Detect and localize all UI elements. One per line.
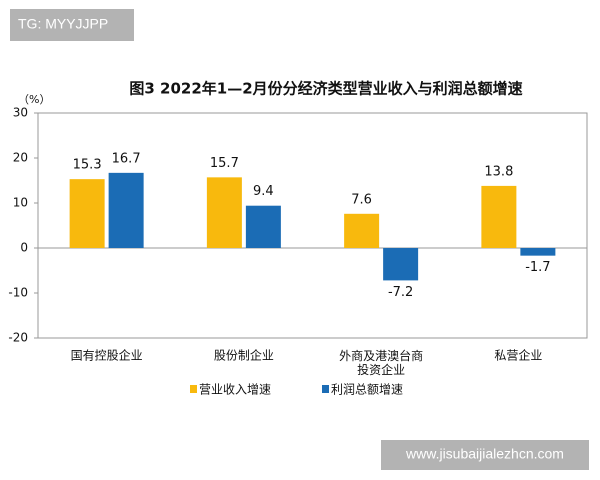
value-label: 7.6 bbox=[351, 192, 372, 207]
value-label: 15.7 bbox=[210, 156, 239, 171]
bar bbox=[108, 172, 144, 248]
y-tick-label: 30 bbox=[13, 106, 28, 120]
y-tick-label: 0 bbox=[20, 241, 28, 255]
plot-frame bbox=[37, 112, 588, 339]
y-tick-label: 20 bbox=[13, 151, 28, 165]
bar bbox=[206, 177, 242, 248]
watermark-box bbox=[381, 440, 589, 470]
bar bbox=[383, 248, 419, 281]
value-label: 16.7 bbox=[112, 151, 141, 166]
value-label: 9.4 bbox=[253, 184, 274, 199]
bar bbox=[245, 205, 281, 248]
legend-swatch bbox=[190, 385, 197, 393]
x-tick-label: 股份制企业 bbox=[214, 348, 274, 363]
value-label: 13.8 bbox=[484, 164, 513, 179]
value-label: -1.7 bbox=[525, 260, 550, 275]
y-tick-label: -10 bbox=[8, 286, 28, 300]
watermark: TG: MYYJJPP bbox=[18, 16, 108, 32]
bar bbox=[481, 185, 517, 248]
watermark-box bbox=[10, 9, 134, 41]
y-axis-label: （%） bbox=[18, 93, 50, 106]
y-tick-label: 10 bbox=[13, 196, 28, 210]
x-tick-label: 私营企业 bbox=[494, 348, 542, 363]
value-label: -7.2 bbox=[388, 285, 413, 300]
legend-label: 营业收入增速 bbox=[199, 383, 271, 397]
chart-title: 图3 2022年1—2月份分经济类型营业收入与利润总额增速 bbox=[129, 80, 522, 98]
bar bbox=[520, 248, 556, 256]
value-label: 15.3 bbox=[73, 158, 102, 173]
watermark: www.jisubaijialezhcn.com bbox=[405, 446, 564, 462]
bar bbox=[69, 179, 105, 248]
legend-swatch bbox=[322, 385, 329, 393]
x-tick-label: 国有控股企业 bbox=[71, 348, 143, 363]
legend-label: 利润总额增速 bbox=[331, 383, 403, 397]
x-tick-label: 外商及港澳台商投资企业 bbox=[339, 348, 423, 377]
bar bbox=[344, 213, 380, 248]
y-tick-label: -20 bbox=[8, 331, 28, 345]
